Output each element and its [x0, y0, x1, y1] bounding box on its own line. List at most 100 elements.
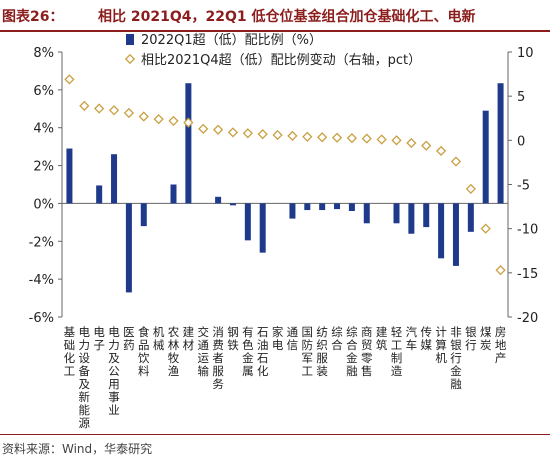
marker-24 [421, 140, 432, 151]
bar-22 [393, 203, 400, 224]
marker-2 [94, 103, 105, 114]
x-tick-label-15: 通信 [287, 325, 299, 352]
x-tick-label-6: 机械 [153, 325, 165, 352]
x-tick-label-26: 非银行金融 [450, 325, 462, 391]
marker-26 [450, 156, 462, 167]
figure-label: 图表26： [2, 9, 64, 25]
x-tick-label-7: 农林牧渔 [168, 325, 180, 378]
marker-23 [406, 137, 417, 149]
x-tick-label-3: 电力及公用事业 [108, 325, 120, 417]
x-tick-label-0: 基础化工 [64, 325, 76, 378]
bar-27 [467, 203, 474, 232]
x-tick-label-23: 汽车 [406, 325, 418, 352]
marker-29 [495, 265, 506, 276]
marker-15 [287, 130, 298, 142]
y-left-tick-label: 2% [33, 160, 54, 175]
marker-8 [183, 117, 194, 128]
marker-4 [123, 107, 135, 119]
x-tick-label-5: 食品饮料 [138, 325, 150, 378]
x-tick-label-18: 综合 [331, 325, 343, 352]
y-left-tick-label: -4% [29, 273, 54, 288]
legend-bar-swatch [126, 34, 134, 45]
bar-10 [215, 196, 222, 204]
marker-17 [317, 132, 328, 143]
bar-2 [96, 185, 103, 204]
y-right-tick-label: 0 [517, 134, 525, 149]
y-right-tick-label: 10 [517, 46, 534, 61]
bar-12 [244, 203, 251, 241]
bar-3 [111, 154, 118, 204]
bar-25 [438, 203, 445, 259]
x-tick-label-10: 消费者服务 [212, 325, 224, 391]
bar-7 [170, 184, 177, 204]
x-tick-label-9: 交通运输 [197, 325, 209, 378]
x-tick-label-12: 有色金属 [242, 325, 254, 378]
marker-0 [64, 74, 75, 85]
x-tick-label-8: 建材 [183, 325, 195, 352]
x-tick-label-28: 煤炭 [480, 325, 492, 352]
marker-20 [361, 133, 372, 144]
x-tick-label-2: 电子 [93, 325, 105, 352]
marker-22 [391, 135, 402, 146]
bar-19 [348, 203, 355, 211]
source-note: 资料来源：Wind，华泰研究 [2, 442, 153, 456]
marker-1 [79, 100, 90, 112]
bar-26 [452, 203, 459, 266]
header-divider [0, 30, 550, 32]
bar-15 [289, 203, 296, 219]
marker-11 [227, 127, 239, 138]
bar-20 [363, 203, 370, 224]
header: 图表26： 相比 2021Q4，22Q1 低仓位基金组合加仓基础化工、电新 [0, 0, 550, 30]
y-left-tick-label: 8% [33, 46, 54, 61]
chart-title: 相比 2021Q4，22Q1 低仓位基金组合加仓基础化工、电新 [98, 9, 476, 25]
x-tick-label-24: 传媒 [420, 325, 432, 352]
bar-23 [408, 203, 415, 234]
marker-7 [168, 115, 179, 127]
marker-5 [138, 111, 149, 122]
x-tick-label-20: 商贸零售 [361, 325, 373, 378]
marker-19 [346, 133, 358, 144]
bar-17 [319, 203, 326, 211]
y-right-tick-label: -5 [517, 179, 530, 194]
y-right-tick-label: -20 [517, 311, 538, 326]
bar-5 [140, 203, 147, 227]
marker-16 [302, 131, 313, 142]
y-right-tick-label: -10 [517, 223, 538, 238]
x-tick-label-19: 综合金融 [346, 325, 358, 378]
marker-13 [257, 129, 268, 140]
y-right-tick-label: 5 [517, 90, 525, 105]
bar-28 [482, 110, 489, 204]
marker-6 [153, 114, 164, 125]
marker-9 [198, 123, 209, 134]
x-tick-label-1: 电力设备及新能源 [79, 325, 91, 430]
bar-8 [185, 83, 192, 204]
x-tick-label-13: 石油石化 [257, 325, 269, 378]
x-tick-label-16: 国防军工 [302, 325, 314, 378]
bar-16 [304, 203, 311, 211]
y-left-tick-label: -2% [29, 235, 54, 250]
legend-marker-swatch [124, 53, 136, 65]
x-tick-label-17: 纺织服装 [316, 325, 328, 378]
marker-28 [480, 223, 491, 234]
x-tick-label-25: 计算机 [435, 325, 447, 365]
marker-25 [435, 145, 447, 157]
marker-27 [465, 183, 476, 195]
marker-10 [212, 124, 224, 135]
y-left-tick-label: 4% [33, 122, 54, 137]
bar-13 [259, 203, 266, 253]
y-left-tick-label: 6% [33, 84, 54, 99]
x-tick-label-27: 银行 [465, 325, 477, 352]
bar-11 [229, 203, 236, 206]
y-left-tick-label: 0% [33, 197, 54, 212]
x-tick-label-14: 家电 [272, 325, 284, 352]
bar-24 [423, 203, 430, 228]
bar-29 [497, 83, 504, 204]
x-tick-label-21: 建筑 [376, 325, 388, 352]
marker-14 [272, 129, 283, 141]
bar-0 [66, 148, 73, 204]
y-right-tick-label: -15 [517, 267, 538, 282]
legend-marker-label: 相比2021Q4超（低）配比例变动（右轴，pct） [141, 52, 421, 68]
x-tick-label-11: 钢铁 [227, 325, 239, 352]
legend-bar-label: 2022Q1超（低）配比例（%） [141, 33, 322, 48]
